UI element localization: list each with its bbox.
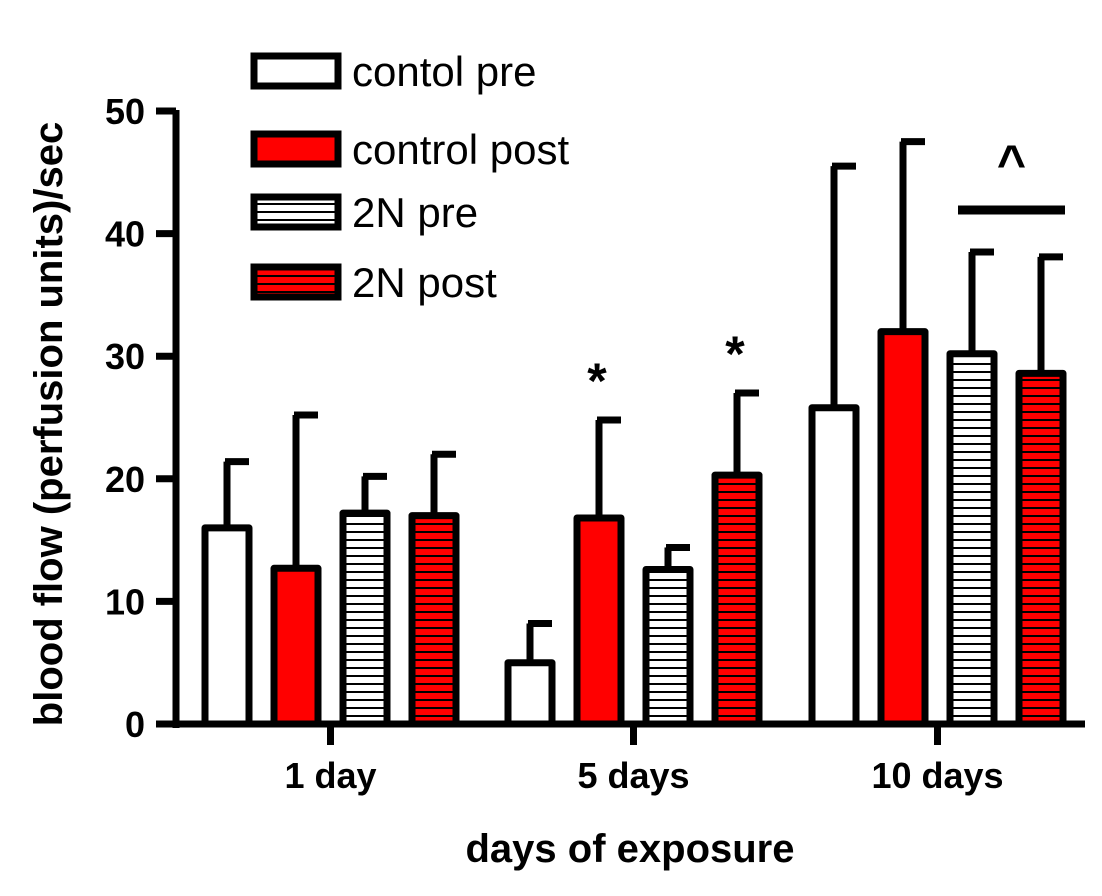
bar-2n-pre-10-days <box>946 350 998 728</box>
legend-label-2n-pre: 2N pre <box>352 189 478 236</box>
legend-label-contol-pre: contol pre <box>352 48 536 95</box>
bar-control-post-1-day <box>270 564 322 728</box>
bar-2n-post-10-days <box>1015 369 1067 728</box>
legend-swatch-control-post <box>250 130 342 168</box>
y-tick-label-50: 50 <box>105 91 145 132</box>
x-tick-label-10-days: 10 days <box>871 755 1003 796</box>
y-tick-label-30: 30 <box>105 336 145 377</box>
x-tick-label-5-days: 5 days <box>577 755 689 796</box>
y-ticks: 0 10 20 30 40 50 <box>105 91 176 745</box>
annotation-caret-2: ^ <box>997 135 1026 191</box>
annotation-asterisk-0: * <box>587 353 607 409</box>
bar-control-post-5-days <box>573 514 625 728</box>
x-ticks: 1 day 5 days 10 days <box>284 724 1004 796</box>
legend: contol pre control post 2N pre 2N post <box>250 48 569 306</box>
x-axis-title: days of exposure <box>465 827 794 871</box>
legend-label-control-post: control post <box>352 126 569 173</box>
annotation-asterisk-1: * <box>725 326 745 382</box>
y-tick-label-10: 10 <box>105 581 145 622</box>
bar-contol-pre-5-days <box>504 659 556 728</box>
bar-control-post-10-days <box>877 328 929 728</box>
bar-2n-post-5-days <box>711 471 763 728</box>
legend-swatch-2n-pre <box>250 193 342 231</box>
legend-swatch-contol-pre <box>250 52 342 90</box>
axes: 0 10 20 30 40 50 1 day 5 days 10 days <box>105 91 1085 796</box>
legend-label-2n-post: 2N post <box>352 259 497 306</box>
bar-2n-pre-1-day <box>339 509 391 728</box>
y-tick-label-20: 20 <box>105 459 145 500</box>
y-tick-label-40: 40 <box>105 214 145 255</box>
x-tick-label-1-day: 1 day <box>284 755 376 796</box>
bar-contol-pre-10-days <box>808 404 860 728</box>
y-axis-title: blood flow (perfusion units)/sec <box>27 122 71 726</box>
bar-contol-pre-1-day <box>201 524 253 728</box>
legend-swatch-2n-post <box>250 263 342 301</box>
annotations: * * ^ <box>587 135 1065 409</box>
y-tick-label-0: 0 <box>125 704 145 745</box>
bar-2n-post-1-day <box>408 512 460 728</box>
bar-2n-pre-5-days <box>642 566 694 728</box>
